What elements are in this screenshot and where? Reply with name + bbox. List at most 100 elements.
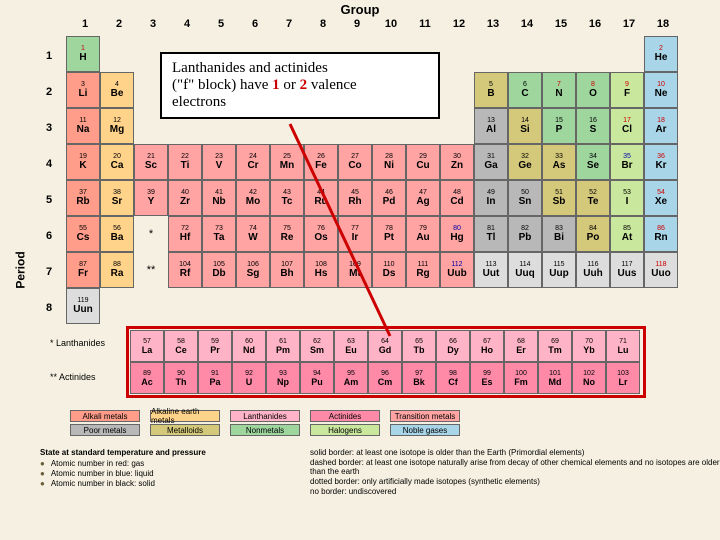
element-Sn: 50Sn xyxy=(508,180,542,216)
element-Br: 35Br xyxy=(610,144,644,180)
legend-swatch: Actinides xyxy=(310,410,380,422)
element-No: 102No xyxy=(572,362,606,394)
group-axis-label: Group xyxy=(341,2,380,17)
element-Hg: 80Hg xyxy=(440,216,474,252)
element-Ba: 56Ba xyxy=(100,216,134,252)
element-Ar: 18Ar xyxy=(644,108,678,144)
element-Pt: 78Pt xyxy=(372,216,406,252)
group-header: 15 xyxy=(544,18,578,30)
element-Rg: 111Rg xyxy=(406,252,440,288)
f-block-marker: * xyxy=(134,216,168,252)
element-Ga: 31Ga xyxy=(474,144,508,180)
element-Zr: 40Zr xyxy=(168,180,202,216)
element-Fm: 100Fm xyxy=(504,362,538,394)
legend-swatch: Transition metals xyxy=(390,410,460,422)
period-header: 3 xyxy=(40,110,58,146)
element-Ru: 44Ru xyxy=(304,180,338,216)
group-header: 9 xyxy=(340,18,374,30)
group-header: 14 xyxy=(510,18,544,30)
element-Uun: 119Uun xyxy=(66,288,100,324)
element-Fe: 26Fe xyxy=(304,144,338,180)
element-Mn: 25Mn xyxy=(270,144,304,180)
element-Sm: 62Sm xyxy=(300,330,334,362)
element-Na: 11Na xyxy=(66,108,100,144)
element-Cd: 48Cd xyxy=(440,180,474,216)
group-header: 12 xyxy=(442,18,476,30)
legend-swatch: Lanthanides xyxy=(230,410,300,422)
element-Uuo: 118Uuo xyxy=(644,252,678,288)
element-Md: 101Md xyxy=(538,362,572,394)
element-Uuq: 114Uuq xyxy=(508,252,542,288)
element-V: 23V xyxy=(202,144,236,180)
element-Es: 99Es xyxy=(470,362,504,394)
element-Os: 76Os xyxy=(304,216,338,252)
element-Re: 75Re xyxy=(270,216,304,252)
element-Uuh: 116Uuh xyxy=(576,252,610,288)
element-Ag: 47Ag xyxy=(406,180,440,216)
element-U: 92U xyxy=(232,362,266,394)
legend-swatch: Halogens xyxy=(310,424,380,436)
element-Sb: 51Sb xyxy=(542,180,576,216)
element-Bh: 107Bh xyxy=(270,252,304,288)
element-Ds: 110Ds xyxy=(372,252,406,288)
element-Ra: 88Ra xyxy=(100,252,134,288)
legend-swatch: Poor metals xyxy=(70,424,140,436)
element-Si: 14Si xyxy=(508,108,542,144)
group-header: 1 xyxy=(68,18,102,30)
group-header: 3 xyxy=(136,18,170,30)
element-Au: 79Au xyxy=(406,216,440,252)
f-block-marker: ** xyxy=(134,252,168,288)
legend-swatch: Noble gases xyxy=(390,424,460,436)
element-Al: 13Al xyxy=(474,108,508,144)
element-Lu: 71Lu xyxy=(606,330,640,362)
element-Bi: 83Bi xyxy=(542,216,576,252)
element-Be: 4Be xyxy=(100,72,134,108)
element-H: 1H xyxy=(66,36,100,72)
periodic-table: Group Period 123456789101112131415161718… xyxy=(0,0,720,540)
element-Nb: 41Nb xyxy=(202,180,236,216)
group-header: 11 xyxy=(408,18,442,30)
element-Rn: 86Rn xyxy=(644,216,678,252)
element-P: 15P xyxy=(542,108,576,144)
element-Cs: 55Cs xyxy=(66,216,100,252)
element-Sg: 106Sg xyxy=(236,252,270,288)
element-S: 16S xyxy=(576,108,610,144)
group-header: 18 xyxy=(646,18,680,30)
element-Y: 39Y xyxy=(134,180,168,216)
element-Mg: 12Mg xyxy=(100,108,134,144)
period-axis-label: Period xyxy=(14,251,28,288)
element-Nd: 60Nd xyxy=(232,330,266,362)
element-Lr: 103Lr xyxy=(606,362,640,394)
legend-swatch: Alkali metals xyxy=(70,410,140,422)
element-Pa: 91Pa xyxy=(198,362,232,394)
element-Se: 34Se xyxy=(576,144,610,180)
f-block: 57La58Ce59Pr60Nd61Pm62Sm63Eu64Gd65Tb66Dy… xyxy=(130,330,640,394)
element-Dy: 66Dy xyxy=(436,330,470,362)
element-K: 19K xyxy=(66,144,100,180)
element-Tb: 65Tb xyxy=(402,330,436,362)
element-Mo: 42Mo xyxy=(236,180,270,216)
element-Li: 3Li xyxy=(66,72,100,108)
group-numbers: 123456789101112131415161718 xyxy=(68,18,680,30)
element-C: 6C xyxy=(508,72,542,108)
element-In: 49In xyxy=(474,180,508,216)
category-legend: Alkali metalsAlkaline earth metalsLantha… xyxy=(70,410,470,438)
element-B: 5B xyxy=(474,72,508,108)
element-Ac: 89Ac xyxy=(130,362,164,394)
element-Te: 52Te xyxy=(576,180,610,216)
element-Uus: 117Uus xyxy=(610,252,644,288)
element-Eu: 63Eu xyxy=(334,330,368,362)
element-Ge: 32Ge xyxy=(508,144,542,180)
element-Mt: 109Mt xyxy=(338,252,372,288)
element-Ir: 77Ir xyxy=(338,216,372,252)
period-header: 2 xyxy=(40,74,58,110)
element-Yb: 70Yb xyxy=(572,330,606,362)
element-Er: 68Er xyxy=(504,330,538,362)
group-header: 10 xyxy=(374,18,408,30)
element-Rh: 45Rh xyxy=(338,180,372,216)
group-header: 5 xyxy=(204,18,238,30)
group-header: 4 xyxy=(170,18,204,30)
period-header: 7 xyxy=(40,254,58,290)
element-Po: 84Po xyxy=(576,216,610,252)
element-Bk: 97Bk xyxy=(402,362,436,394)
